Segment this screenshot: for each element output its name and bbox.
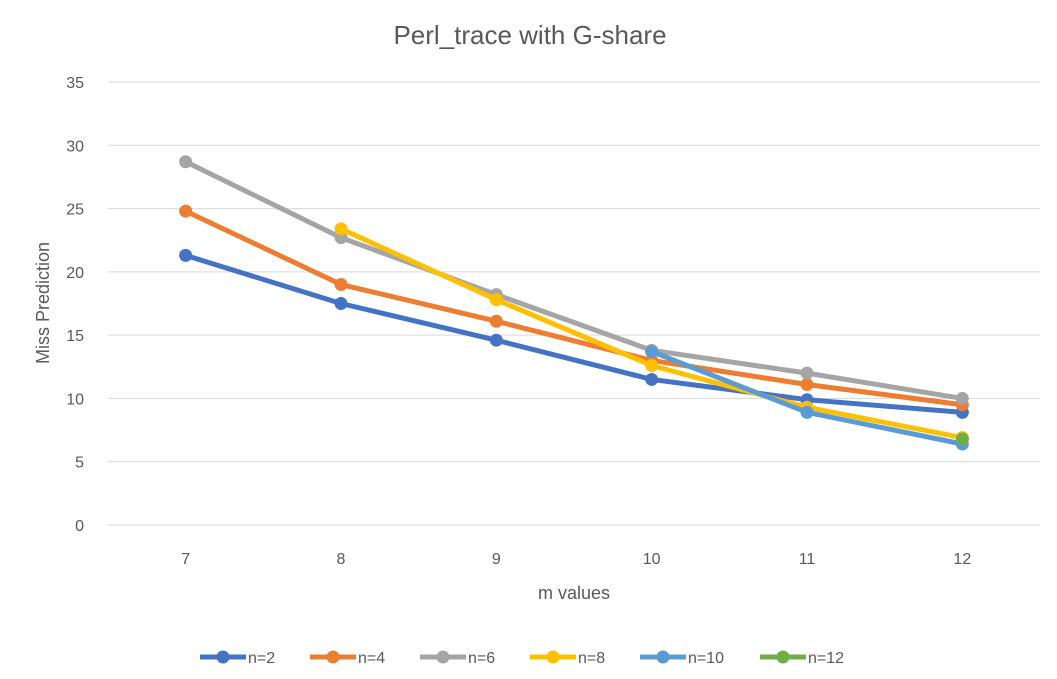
y-tick-label: 30 <box>66 138 84 155</box>
x-axis-ticks: 7 8 9 10 11 12 <box>181 551 971 568</box>
legend-label: n=6 <box>468 650 495 667</box>
data-point <box>489 293 503 307</box>
legend-swatch-marker <box>326 650 340 664</box>
data-point <box>955 432 969 446</box>
y-tick-label: 15 <box>66 328 84 345</box>
data-point <box>489 333 503 347</box>
data-point <box>645 345 659 359</box>
data-point <box>489 314 503 328</box>
data-point <box>955 391 969 405</box>
x-axis-title: m values <box>538 583 610 603</box>
y-tick-label: 20 <box>66 265 84 282</box>
gridlines <box>108 81 1040 526</box>
series-lines <box>179 155 969 451</box>
legend-label: n=10 <box>688 650 724 667</box>
data-point <box>800 366 814 380</box>
data-point <box>179 248 193 262</box>
x-tick-label: 8 <box>337 551 346 568</box>
legend-item: n=8 <box>530 650 605 667</box>
legend-item: n=6 <box>420 650 495 667</box>
legend-swatch-marker <box>436 650 450 664</box>
y-axis-title: Miss Prediction <box>33 242 53 364</box>
legend-swatch-marker <box>656 650 670 664</box>
legend-item: n=10 <box>640 650 724 667</box>
data-point <box>334 297 348 310</box>
legend-item: n=4 <box>310 650 385 667</box>
y-tick-label: 25 <box>66 202 84 219</box>
y-axis-ticks: 0 5 10 15 20 25 30 35 <box>66 75 84 535</box>
series-n-8 <box>334 222 969 445</box>
x-tick-label: 12 <box>953 551 971 568</box>
legend-label: n=8 <box>578 650 605 667</box>
y-tick-label: 10 <box>66 391 84 408</box>
legend-swatch-marker <box>216 650 230 664</box>
x-tick-label: 11 <box>799 551 816 568</box>
legend-item: n=2 <box>200 650 275 667</box>
series-line <box>183 159 965 401</box>
legend: n=2 n=4 n=6 n=8 n=10 n=12 <box>200 650 844 667</box>
y-tick-label: 35 <box>66 75 84 92</box>
chart-title: Perl_trace with G-share <box>393 20 666 50</box>
series-line <box>183 252 965 415</box>
series-n-2 <box>179 248 969 419</box>
data-point <box>645 359 659 373</box>
y-tick-label: 0 <box>75 518 84 535</box>
data-point <box>800 378 814 392</box>
x-tick-label: 9 <box>492 551 501 568</box>
data-point <box>800 405 814 419</box>
series-n-12 <box>955 432 969 446</box>
data-point <box>334 278 348 292</box>
x-tick-label: 10 <box>643 551 661 568</box>
series-line <box>183 208 965 408</box>
legend-label: n=2 <box>248 650 275 667</box>
series-n-6 <box>179 155 969 405</box>
legend-swatch-marker <box>776 650 790 664</box>
data-point <box>334 222 348 236</box>
legend-item: n=12 <box>760 650 844 667</box>
legend-swatch-marker <box>546 650 560 664</box>
x-tick-label: 7 <box>181 551 190 568</box>
legend-label: n=4 <box>358 650 385 667</box>
data-point <box>179 155 193 169</box>
data-point <box>179 204 193 218</box>
data-point <box>645 372 659 386</box>
legend-label: n=12 <box>808 650 844 667</box>
y-tick-label: 5 <box>75 455 84 472</box>
